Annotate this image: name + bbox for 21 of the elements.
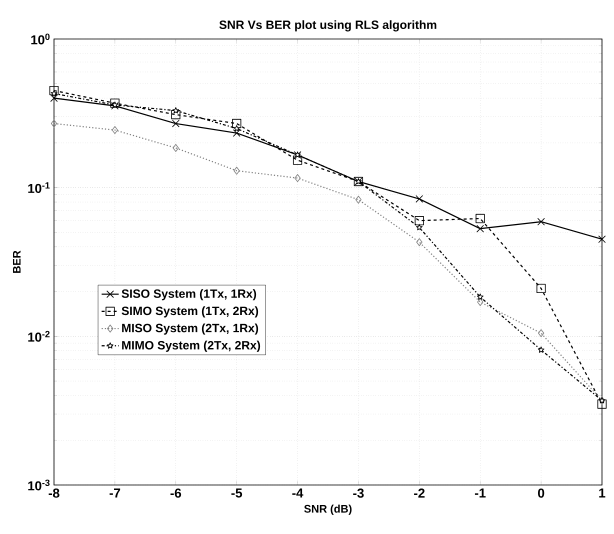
legend-label: MIMO System (2Tx, 2Rx) — [122, 340, 260, 352]
legend-label: SIMO System (1Tx, 2Rx) — [122, 306, 258, 318]
y-axis-title: BER — [12, 250, 21, 273]
y-tick-label: 10$^{-2}$ — [28, 330, 50, 342]
x-tick-label: -2 — [414, 488, 425, 498]
y-tick-label: 10$^{-1}$ — [28, 182, 50, 194]
x-tick-label: -5 — [231, 488, 242, 498]
legend-label: MISO System (2Tx, 1Rx) — [122, 323, 258, 335]
chart-title: SNR Vs BER plot using RLS algorithm — [219, 20, 436, 32]
x-tick-label: -6 — [170, 488, 182, 498]
x-tick-label: 1 — [599, 488, 606, 498]
x-tick-label: 0 — [538, 488, 544, 498]
y-tick-label: 10$^{-3}$ — [28, 480, 50, 490]
x-tick-label: -1 — [474, 488, 486, 498]
legend-label: SISO System (1Tx, 1Rx) — [122, 289, 256, 300]
y-tick-label: 10$^{0}$ — [31, 34, 50, 44]
x-tick-label: -8 — [48, 488, 60, 498]
x-tick-label: -3 — [353, 488, 364, 498]
x-tick-label: -7 — [110, 488, 120, 498]
x-axis-title: SNR (dB) — [304, 504, 352, 515]
x-tick-label: -4 — [292, 488, 304, 498]
